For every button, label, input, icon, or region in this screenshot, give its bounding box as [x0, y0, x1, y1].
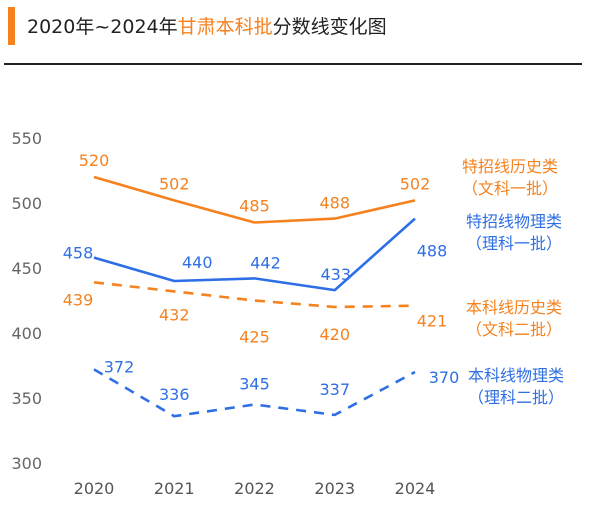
x-tick-label: 2024 [395, 479, 436, 498]
legend-item-3: 本科线物理类 （理科二批） [468, 365, 564, 409]
legend-sublabel: （文科二批） [466, 320, 563, 339]
y-tick-label: 500 [11, 194, 42, 213]
legend-label: 特招线历史类 [462, 157, 559, 176]
title-post: 分数线变化图 [272, 16, 387, 38]
x-tick-label: 2021 [154, 479, 195, 498]
data-label: 485 [239, 197, 270, 216]
data-label: 488 [319, 194, 350, 213]
legend-label: 特招线物理类 [466, 212, 563, 231]
legend-sublabel: （理科二批） [468, 388, 565, 407]
data-label: 372 [104, 357, 135, 376]
data-label: 432 [159, 305, 190, 324]
series-line-0 [93, 175, 416, 224]
data-label: 336 [159, 385, 190, 404]
data-label: 345 [239, 375, 270, 394]
legend-item-2: 本科线历史类 （文科二批） [466, 297, 562, 341]
data-label: 439 [63, 290, 94, 309]
data-label: 420 [319, 325, 350, 344]
data-label: 337 [319, 380, 350, 399]
chart-title: 2020年~2024年甘肃本科批分数线变化图 [27, 12, 387, 39]
series-line-3 [93, 368, 416, 418]
title-accent-bar [8, 7, 15, 45]
y-tick-label: 350 [11, 389, 42, 408]
y-tick-label: 550 [11, 129, 42, 148]
data-label: 442 [250, 253, 281, 272]
title-divider [4, 63, 582, 65]
y-tick-label: 400 [11, 324, 42, 343]
legend-label: 本科线历史类 [466, 298, 563, 317]
legend-label: 本科线物理类 [468, 366, 565, 385]
legend-item-1: 特招线物理类 （理科一批） [466, 211, 562, 255]
data-label: 488 [417, 242, 448, 261]
data-label: 458 [63, 244, 94, 263]
x-tick-label: 2022 [234, 479, 275, 498]
data-label: 425 [239, 328, 270, 347]
data-label: 421 [417, 312, 448, 331]
legend-sublabel: （理科一批） [466, 234, 563, 253]
legend-item-0: 特招线历史类 （文科一批） [462, 156, 558, 200]
data-label: 502 [400, 174, 431, 193]
data-label: 370 [429, 368, 460, 387]
x-tick-label: 2020 [74, 479, 115, 498]
y-tick-label: 450 [11, 259, 42, 278]
data-label: 440 [182, 253, 213, 272]
x-tick-label: 2023 [314, 479, 355, 498]
data-label: 520 [79, 151, 110, 170]
y-tick-label: 300 [11, 454, 42, 473]
series-line-2 [93, 281, 416, 309]
legend-sublabel: （文科一批） [462, 179, 559, 198]
series-line-1 [93, 217, 416, 292]
title-highlight: 甘肃本科批 [177, 16, 273, 38]
data-label: 433 [320, 265, 351, 284]
title-pre: 2020年~2024年 [27, 16, 178, 38]
data-label: 502 [159, 174, 190, 193]
